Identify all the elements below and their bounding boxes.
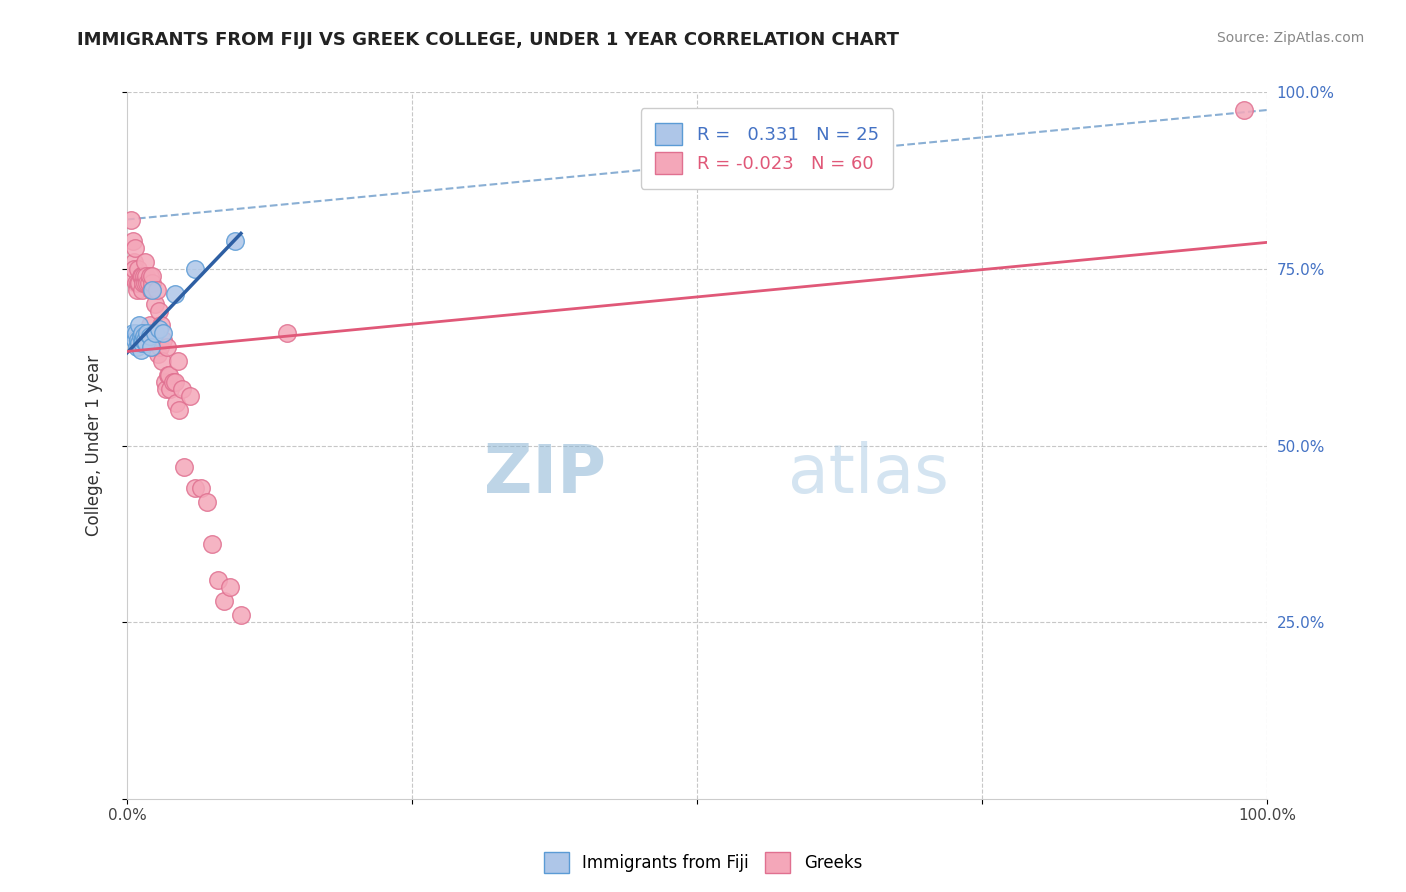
- Point: [134, 276, 156, 290]
- Point: [139, 283, 162, 297]
- Point: [167, 353, 190, 368]
- Point: [149, 340, 172, 354]
- Point: [129, 268, 152, 283]
- Point: [127, 283, 149, 297]
- Point: [122, 262, 145, 277]
- Point: [127, 340, 149, 354]
- Point: [141, 276, 163, 290]
- Point: [173, 459, 195, 474]
- Point: [276, 326, 298, 340]
- Point: [146, 347, 169, 361]
- Point: [145, 326, 167, 340]
- Point: [190, 481, 212, 495]
- Legend: Immigrants from Fiji, Greeks: Immigrants from Fiji, Greeks: [537, 846, 869, 880]
- Point: [218, 580, 240, 594]
- Point: [201, 537, 224, 551]
- Legend: R =   0.331   N = 25, R = -0.023   N = 60: R = 0.331 N = 25, R = -0.023 N = 60: [641, 109, 893, 188]
- Point: [1233, 103, 1256, 117]
- Point: [132, 329, 155, 343]
- Point: [138, 276, 160, 290]
- Point: [143, 340, 166, 354]
- Point: [156, 368, 179, 382]
- Point: [132, 268, 155, 283]
- Point: [139, 340, 162, 354]
- Point: [134, 333, 156, 347]
- Point: [156, 340, 179, 354]
- Point: [159, 382, 181, 396]
- Point: [127, 262, 149, 277]
- Point: [195, 495, 218, 509]
- Point: [131, 268, 153, 283]
- Point: [121, 326, 143, 340]
- Point: [155, 382, 177, 396]
- Point: [148, 322, 170, 336]
- Point: [138, 318, 160, 333]
- Point: [212, 594, 235, 608]
- Text: ZIP: ZIP: [484, 441, 606, 507]
- Point: [128, 336, 150, 351]
- Point: [207, 573, 229, 587]
- Point: [138, 268, 160, 283]
- Point: [122, 255, 145, 269]
- Point: [224, 234, 246, 248]
- Point: [135, 336, 157, 351]
- Point: [150, 353, 173, 368]
- Point: [127, 276, 149, 290]
- Point: [124, 241, 146, 255]
- Text: Source: ZipAtlas.com: Source: ZipAtlas.com: [1216, 31, 1364, 45]
- Point: [121, 234, 143, 248]
- Point: [136, 276, 159, 290]
- Point: [124, 333, 146, 347]
- Point: [128, 276, 150, 290]
- Point: [142, 326, 165, 340]
- Point: [131, 336, 153, 351]
- Point: [184, 262, 207, 277]
- Point: [179, 389, 201, 403]
- Text: atlas: atlas: [789, 441, 949, 507]
- Point: [170, 382, 193, 396]
- Point: [145, 297, 167, 311]
- Point: [120, 268, 142, 283]
- Point: [165, 396, 187, 410]
- Point: [121, 212, 143, 227]
- Point: [128, 318, 150, 333]
- Point: [157, 368, 180, 382]
- Point: [138, 329, 160, 343]
- Point: [125, 276, 148, 290]
- Point: [141, 283, 163, 297]
- Point: [141, 268, 163, 283]
- Point: [132, 276, 155, 290]
- Point: [129, 329, 152, 343]
- Point: [131, 326, 153, 340]
- Point: [125, 326, 148, 340]
- Point: [135, 268, 157, 283]
- Point: [132, 333, 155, 347]
- Point: [163, 286, 186, 301]
- Point: [163, 375, 186, 389]
- Point: [129, 343, 152, 358]
- Point: [152, 333, 174, 347]
- Point: [229, 608, 252, 623]
- Point: [152, 326, 174, 340]
- Point: [131, 283, 153, 297]
- Point: [150, 318, 173, 333]
- Y-axis label: College, Under 1 year: College, Under 1 year: [86, 355, 103, 536]
- Point: [145, 283, 167, 297]
- Point: [136, 326, 159, 340]
- Point: [169, 403, 191, 417]
- Text: IMMIGRANTS FROM FIJI VS GREEK COLLEGE, UNDER 1 YEAR CORRELATION CHART: IMMIGRANTS FROM FIJI VS GREEK COLLEGE, U…: [77, 31, 900, 49]
- Point: [153, 375, 176, 389]
- Point: [127, 333, 149, 347]
- Point: [148, 304, 170, 318]
- Point: [134, 255, 156, 269]
- Point: [184, 481, 207, 495]
- Point: [162, 375, 184, 389]
